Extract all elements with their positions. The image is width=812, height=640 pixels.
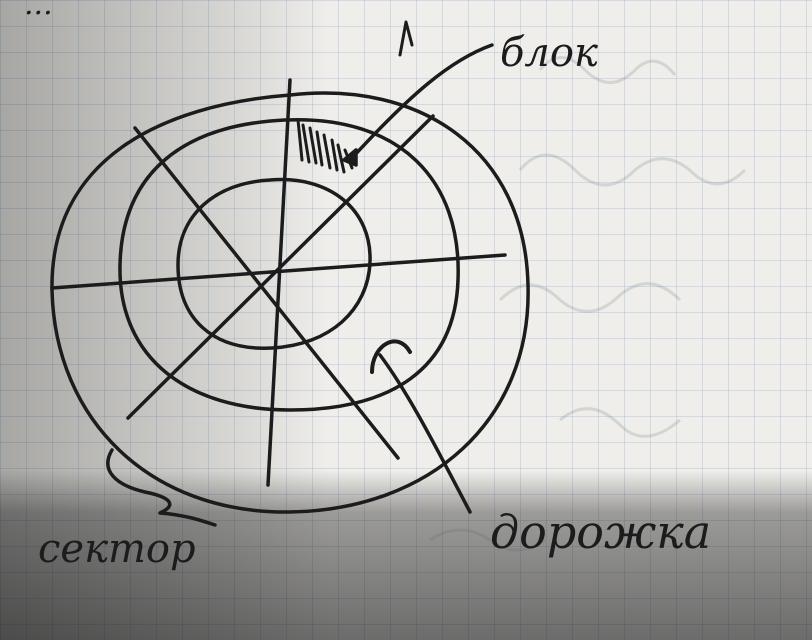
sector-brace (106, 448, 217, 527)
shadow-bottom (0, 470, 812, 640)
sector-line-diagonal-2 (126, 114, 435, 420)
sector-line-vertical (266, 78, 292, 487)
outer-ring (50, 91, 530, 514)
bleed-through (429, 56, 747, 552)
track-label: дорожка (490, 505, 711, 559)
block-pointer (350, 43, 494, 160)
middle-ring (118, 118, 460, 412)
track-pointer (378, 353, 472, 514)
sector-label: сектор (38, 526, 196, 572)
top-partial-label: ... (24, 0, 53, 22)
block-arrowhead (342, 148, 358, 167)
inner-ring (176, 177, 372, 350)
disk (50, 20, 530, 527)
track-arrowhead (370, 339, 412, 374)
block-label: блок (500, 30, 598, 76)
top-mark (398, 20, 414, 57)
sector-line-diagonal-1 (133, 126, 400, 460)
block-hatching (296, 118, 354, 174)
